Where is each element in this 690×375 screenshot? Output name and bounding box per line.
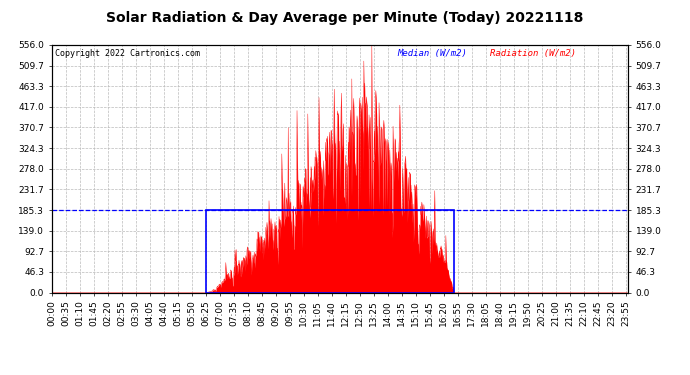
Bar bbox=[206, 210, 454, 292]
Text: Median (W/m2): Median (W/m2) bbox=[397, 49, 467, 58]
Text: Copyright 2022 Cartronics.com: Copyright 2022 Cartronics.com bbox=[55, 49, 199, 58]
Text: Solar Radiation & Day Average per Minute (Today) 20221118: Solar Radiation & Day Average per Minute… bbox=[106, 11, 584, 25]
Text: Radiation (W/m2): Radiation (W/m2) bbox=[490, 49, 575, 58]
